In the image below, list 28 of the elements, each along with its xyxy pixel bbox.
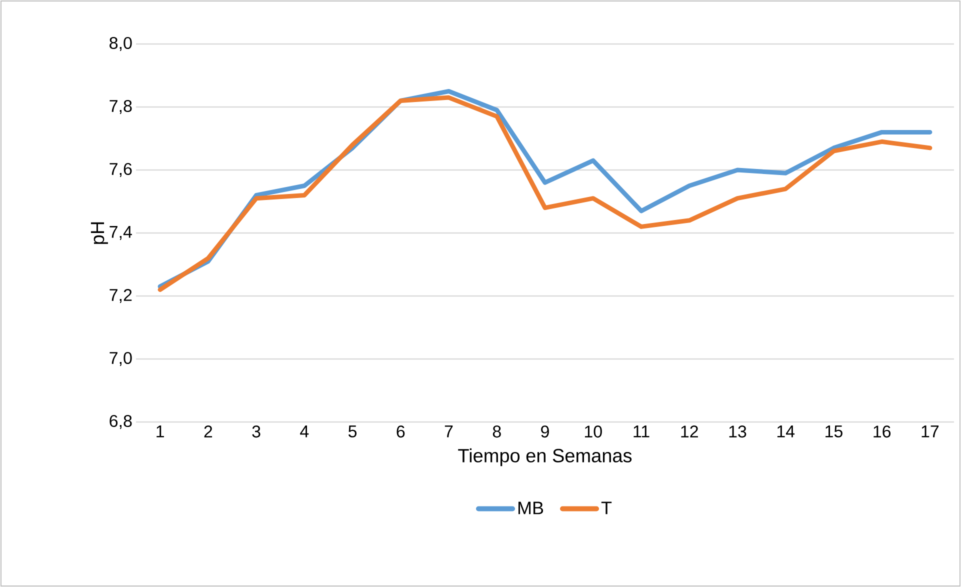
y-tick-label: 7,0 (110, 352, 132, 366)
x-tick-label: 13 (729, 426, 746, 438)
legend-label: T (601, 502, 612, 514)
y-tick-label: 6,8 (110, 414, 132, 430)
x-tick-label: 7 (444, 426, 453, 438)
legend-label: MB (518, 502, 544, 514)
x-tick-label: 11 (634, 426, 650, 438)
x-tick-label: 16 (874, 426, 891, 438)
x-tick-label: 1 (156, 426, 164, 438)
y-tick-label: 7,6 (110, 162, 132, 178)
x-tick-label: 6 (396, 426, 405, 438)
x-tick-label: 3 (252, 426, 260, 438)
x-tick-label: 9 (541, 426, 549, 438)
y-tick-label: 7,4 (110, 226, 132, 240)
x-tick-label: 4 (300, 426, 309, 438)
x-axis-title: Tiempo en Semanas (458, 448, 632, 466)
y-tick-label: 7,2 (110, 288, 132, 304)
x-tick-label: 2 (204, 426, 212, 438)
x-tick-label: 14 (777, 426, 795, 438)
x-tick-label: 8 (492, 426, 501, 438)
x-tick-label: 17 (922, 426, 939, 438)
y-tick-label: 7,8 (110, 100, 132, 114)
y-axis-title: pH (90, 222, 108, 244)
x-tick-label: 5 (348, 426, 357, 438)
x-tick-label: 12 (681, 426, 698, 438)
x-tick-label: 15 (826, 426, 842, 438)
x-tick-label: 10 (584, 426, 602, 438)
y-tick-label: 8,0 (110, 36, 132, 52)
